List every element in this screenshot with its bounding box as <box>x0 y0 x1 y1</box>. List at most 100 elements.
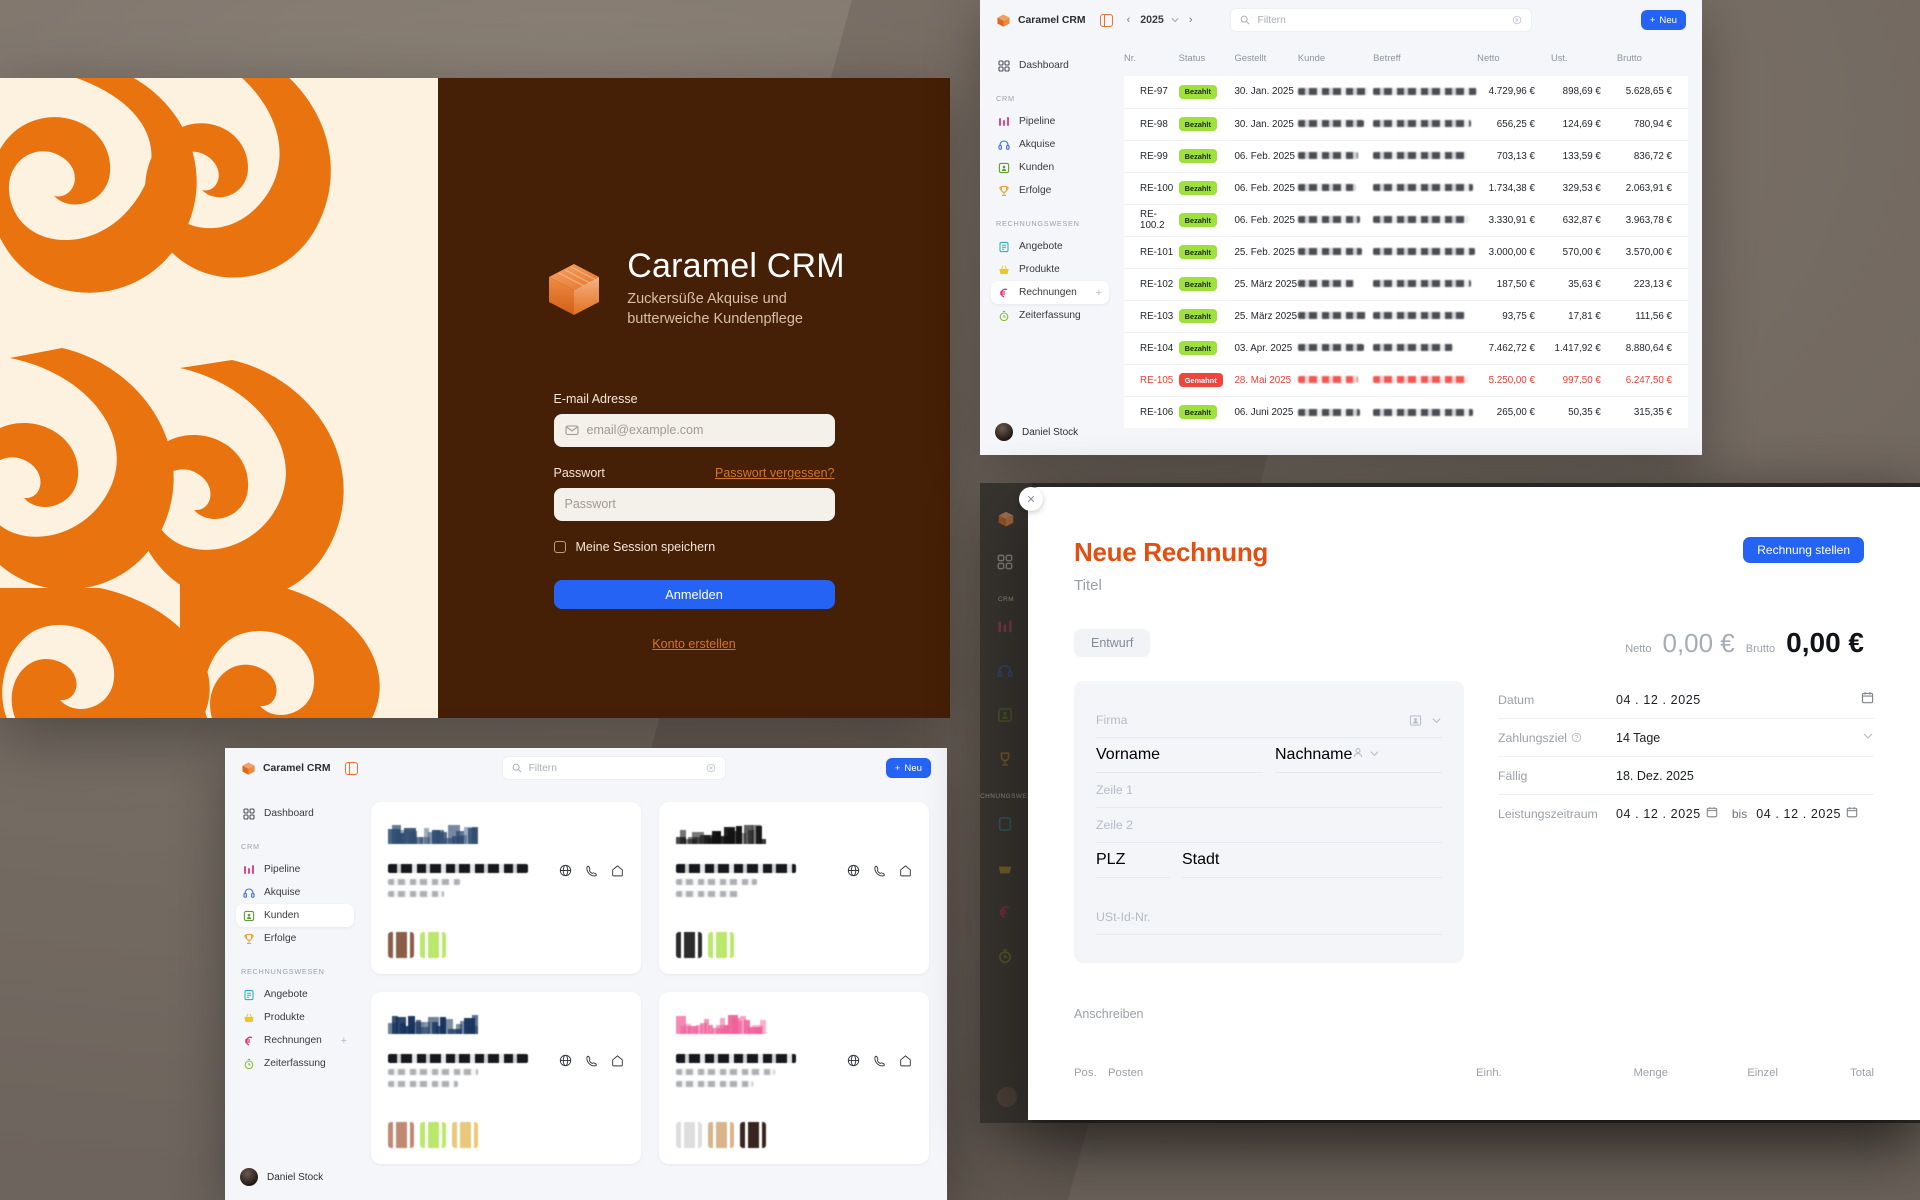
sidebar-item-pipeline[interactable]: Pipeline <box>236 858 354 881</box>
add-invoice-icon[interactable]: + <box>341 1035 347 1047</box>
phone-icon[interactable] <box>585 1054 598 1067</box>
document-icon <box>243 989 255 1001</box>
sidebar-user[interactable]: Daniel Stock <box>991 423 1109 455</box>
help-icon[interactable] <box>1571 732 1582 743</box>
table-row[interactable]: RE-100 Bezahlt 06. Feb. 2025 1.734,38 €329,… <box>1124 172 1688 204</box>
anschreiben-field[interactable]: Anschreiben <box>1028 963 1920 1021</box>
table-row[interactable]: RE-105 Gemahnt 28. Mai 2025 5.250,00 €997,5… <box>1124 364 1688 396</box>
sidebar-item-angebote[interactable]: Angebote <box>991 235 1109 258</box>
sidebar-item-rechnungen[interactable]: Rechnungen + <box>991 281 1109 304</box>
sidebar-item-zeiterfassung[interactable]: Zeiterfassung <box>236 1052 354 1075</box>
create-account-link[interactable]: Konto erstellen <box>652 637 735 651</box>
home-icon[interactable] <box>899 1054 912 1067</box>
table-row[interactable]: RE-102 Bezahlt 25. März 2025 187,50 €35,63 … <box>1124 268 1688 300</box>
firma-field[interactable]: Firma <box>1096 703 1442 738</box>
chevron-down-icon[interactable] <box>1431 715 1442 726</box>
sidebar-item-dashboard[interactable]: Dashboard <box>991 54 1109 77</box>
sidebar-item-produkte[interactable]: Produkte <box>236 1006 354 1029</box>
ustid-field[interactable]: USt-Id-Nr. <box>1096 900 1442 935</box>
sidebar-item-produkte[interactable]: Produkte <box>991 258 1109 281</box>
sidebar-label-pipeline: Pipeline <box>264 864 300 875</box>
customer-card[interactable] <box>659 802 929 974</box>
search-input[interactable]: Filtern <box>1230 8 1532 32</box>
home-icon[interactable] <box>611 1054 624 1067</box>
globe-icon[interactable] <box>559 1054 572 1067</box>
globe-icon[interactable] <box>847 864 860 877</box>
add-invoice-icon[interactable]: + <box>1096 287 1102 299</box>
cell-betreff <box>1373 332 1477 364</box>
zeile2-field[interactable]: Zeile 2 <box>1096 808 1442 843</box>
phone-icon[interactable] <box>873 864 886 877</box>
email-input[interactable]: email@example.com <box>554 414 835 447</box>
login-submit-button[interactable]: Anmelden <box>554 580 835 609</box>
leistungszeitraum-row[interactable]: Leistungszeitraum 04 . 12 . 2025 bis 04 … <box>1498 795 1874 833</box>
table-row[interactable]: RE-100.2 Bezahlt 06. Feb. 2025 3.330,91 €63… <box>1124 204 1688 236</box>
sidebar-item-zeiterfassung[interactable]: Zeiterfassung <box>991 304 1109 327</box>
sidebar-item-erfolge[interactable]: Erfolge <box>236 927 354 950</box>
calendar-icon[interactable] <box>1706 805 1718 823</box>
phone-icon[interactable] <box>585 864 598 877</box>
toggle-sidebar-icon[interactable] <box>1100 14 1113 27</box>
remember-session-checkbox[interactable] <box>554 541 566 553</box>
cell-status: Bezahlt <box>1179 108 1235 140</box>
sidebar-item-erfolge[interactable]: Erfolge <box>991 179 1109 202</box>
sidebar-user-name: Daniel Stock <box>267 1172 323 1183</box>
table-row[interactable]: RE-101 Bezahlt 25. Feb. 2025 3.000,00 €570,… <box>1124 236 1688 268</box>
new-customer-button[interactable]: + Neu <box>886 758 931 778</box>
sidebar-section-crm: CRM <box>996 94 1109 103</box>
vorname-field[interactable]: Vorname <box>1096 738 1263 773</box>
table-row[interactable]: RE-103 Bezahlt 25. März 2025 93,75 €17,81 €… <box>1124 300 1688 332</box>
status-badge-draft[interactable]: Entwurf <box>1074 629 1150 657</box>
zeile1-field[interactable]: Zeile 1 <box>1096 773 1442 808</box>
home-icon[interactable] <box>899 864 912 877</box>
globe-icon[interactable] <box>847 1054 860 1067</box>
col-kunde: Kunde <box>1298 40 1373 76</box>
table-row[interactable]: RE-99 Bezahlt 06. Feb. 2025 703,13 €133,59 … <box>1124 140 1688 172</box>
phone-icon[interactable] <box>873 1054 886 1067</box>
sidebar-item-dashboard[interactable]: Dashboard <box>236 802 354 825</box>
sidebar-item-kunden[interactable]: Kunden <box>236 904 354 927</box>
datum-row[interactable]: Datum 04 . 12 . 2025 <box>1498 681 1874 719</box>
table-row[interactable]: RE-104 Bezahlt 03. Apr. 2025 7.462,72 €1.41… <box>1124 332 1688 364</box>
stadt-field[interactable]: Stadt <box>1182 843 1442 878</box>
sidebar-item-akquise[interactable]: Akquise <box>991 133 1109 156</box>
person-icon[interactable] <box>1352 747 1364 759</box>
home-icon[interactable] <box>611 864 624 877</box>
calendar-icon[interactable] <box>1861 691 1874 709</box>
sidebar-item-akquise[interactable]: Akquise <box>236 881 354 904</box>
customer-card[interactable] <box>371 992 641 1164</box>
chevron-down-icon[interactable] <box>1369 748 1380 759</box>
close-modal-button[interactable] <box>1019 487 1043 511</box>
plz-field[interactable]: PLZ <box>1096 843 1170 878</box>
search-input[interactable]: Filtern <box>502 756 726 780</box>
nachname-field[interactable]: Nachname <box>1275 738 1442 773</box>
clear-search-icon[interactable] <box>706 763 716 773</box>
customer-card[interactable] <box>659 992 929 1164</box>
contact-card-icon[interactable] <box>1409 714 1422 727</box>
toggle-sidebar-icon[interactable] <box>345 762 358 775</box>
table-row[interactable]: RE-106 Bezahlt 06. Juni 2025 265,00 €50,35 … <box>1124 396 1688 428</box>
forgot-password-link[interactable]: Passwort vergessen? <box>715 466 835 480</box>
table-row[interactable]: RE-97 Bezahlt 30. Jan. 2025 4.729,96 €898,6… <box>1124 76 1688 108</box>
clear-search-icon[interactable] <box>1512 15 1522 25</box>
year-select[interactable]: 2025 <box>1140 14 1179 26</box>
calendar-icon[interactable] <box>1846 805 1858 823</box>
modal-subtitle-title-field[interactable]: Titel <box>1074 577 1268 594</box>
sidebar-item-rechnungen[interactable]: Rechnungen + <box>236 1029 354 1052</box>
sidebar-item-angebote[interactable]: Angebote <box>236 983 354 1006</box>
issue-invoice-button[interactable]: Rechnung stellen <box>1743 537 1864 563</box>
new-invoice-button[interactable]: + Neu <box>1641 10 1686 30</box>
sidebar-item-pipeline[interactable]: Pipeline <box>991 110 1109 133</box>
globe-icon[interactable] <box>559 864 572 877</box>
vorname-placeholder: Vorname <box>1096 746 1160 764</box>
sidebar-item-kunden[interactable]: Kunden <box>991 156 1109 179</box>
table-row[interactable]: RE-98 Bezahlt 30. Jan. 2025 656,25 €124,69 … <box>1124 108 1688 140</box>
sidebar-user[interactable]: Daniel Stock <box>236 1168 354 1200</box>
password-input[interactable]: Passwort <box>554 488 835 521</box>
chevron-down-icon[interactable] <box>1862 729 1874 747</box>
next-year-icon[interactable]: › <box>1189 14 1193 26</box>
customer-card[interactable] <box>371 802 641 974</box>
remember-session-row[interactable]: Meine Session speichern <box>554 540 835 554</box>
zahlungsziel-row[interactable]: Zahlungsziel 14 Tage <box>1498 719 1874 757</box>
prev-year-icon[interactable]: ‹ <box>1127 14 1131 26</box>
